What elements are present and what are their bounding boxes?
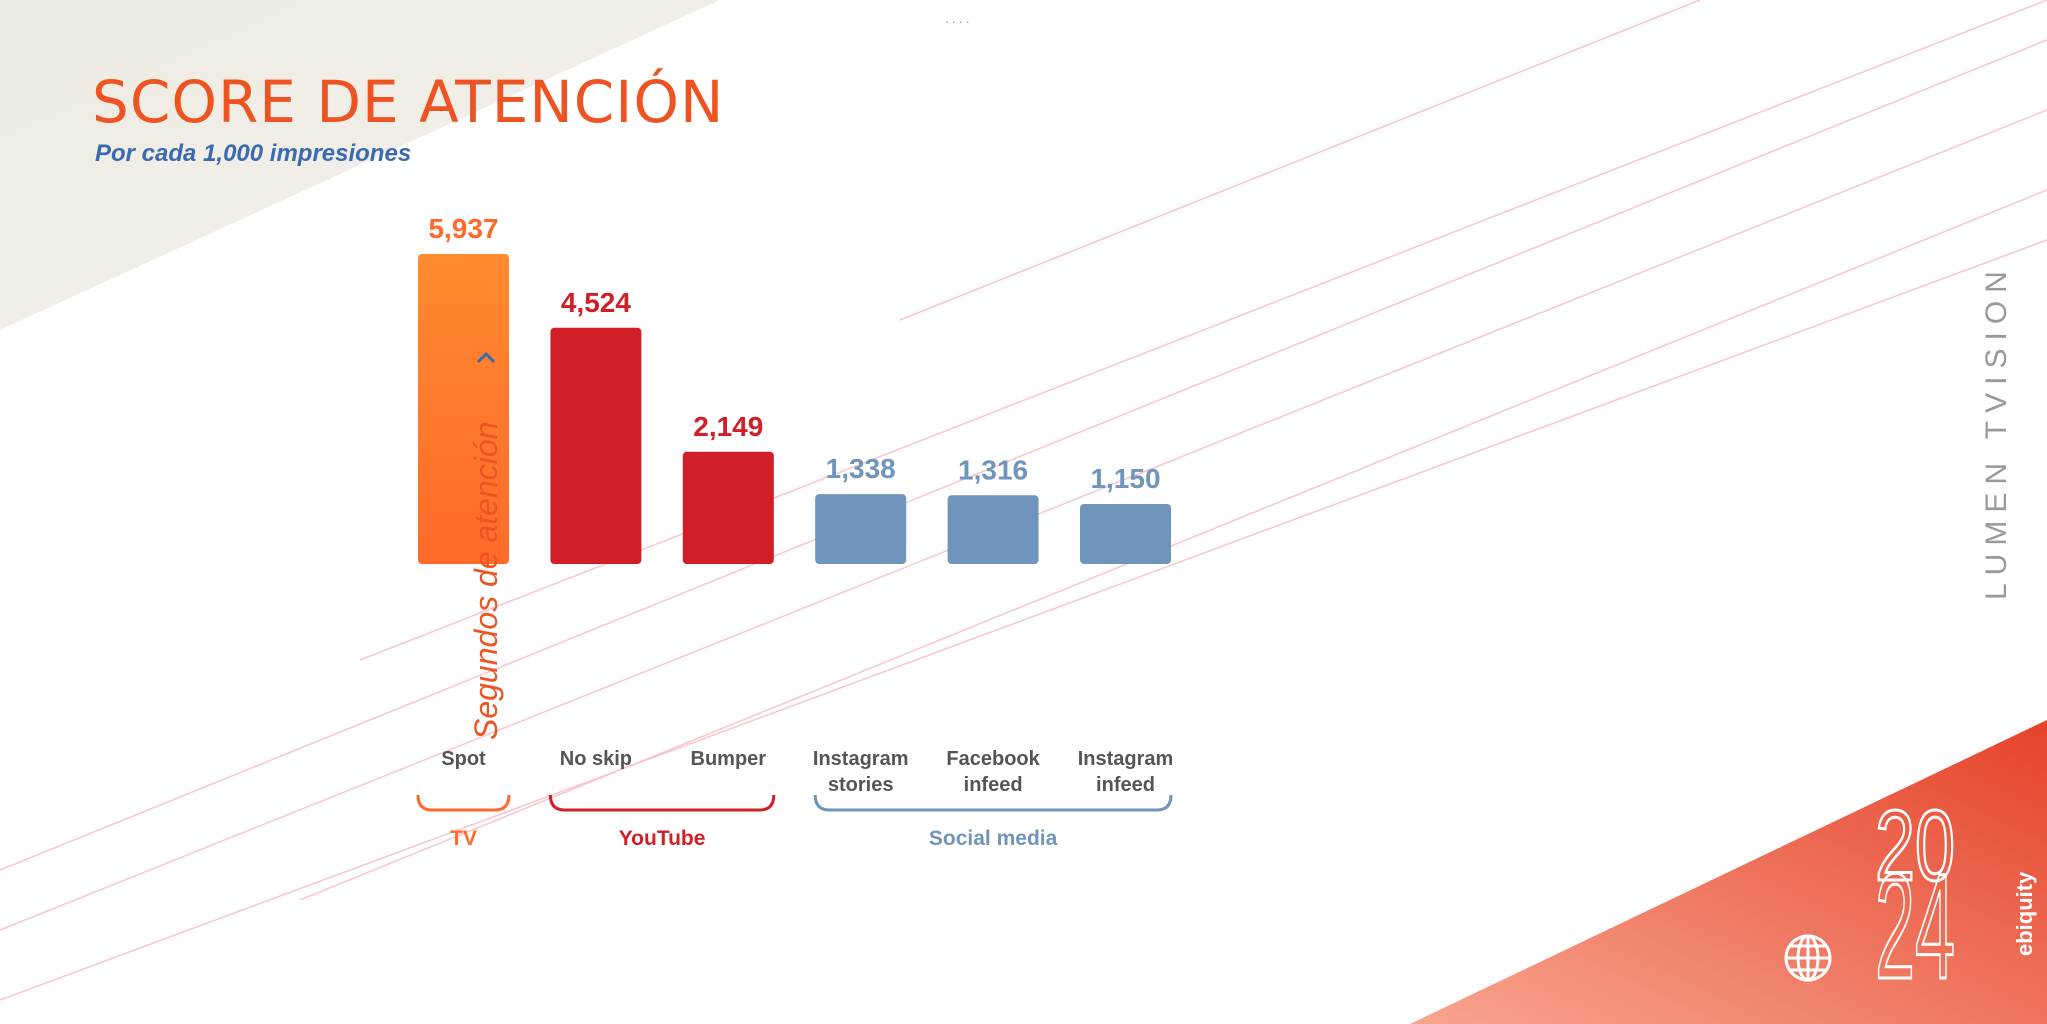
group-label: TV: [450, 827, 477, 850]
group-label: YouTube: [619, 827, 706, 850]
category-label: stories: [828, 774, 894, 796]
data-label: 1,316: [958, 454, 1028, 485]
category-label: Bumper: [691, 748, 767, 770]
drag-handle: ....: [945, 10, 973, 26]
category-label: Facebook: [946, 748, 1040, 770]
lumen-logo: LUMEN TVISION: [1980, 263, 2013, 600]
chevron-up-icon: [476, 351, 496, 364]
svg-text:20: 20: [1875, 790, 1955, 902]
y-axis-label: Segundos de atención: [468, 422, 504, 740]
category-label: Spot: [441, 748, 486, 770]
data-label: 5,937: [428, 213, 498, 244]
category-label: Instagram: [1078, 748, 1174, 770]
ebiquity-logo: ebiquity: [2012, 871, 2037, 956]
data-label: 1,338: [826, 453, 896, 484]
category-label: infeed: [964, 774, 1023, 796]
bar: [1080, 503, 1171, 564]
data-label: 4,524: [561, 287, 631, 318]
data-label: 2,149: [693, 411, 763, 442]
year-logo: 24: [1875, 842, 1955, 1010]
category-label: Instagram: [813, 748, 909, 770]
group-label: Social media: [929, 827, 1058, 850]
bar: [682, 451, 774, 564]
corner-beige: [0, 0, 720, 330]
category-label: infeed: [1096, 774, 1155, 796]
group-brace: [416, 794, 511, 812]
bar: [550, 327, 642, 564]
data-label: 1,150: [1090, 463, 1160, 494]
bar: [815, 494, 907, 564]
page-title: SCORE DE ATENCIÓN: [92, 68, 725, 136]
page-subtitle: Por cada 1,000 impresiones: [95, 140, 412, 167]
bar: [418, 254, 509, 564]
category-label: No skip: [560, 748, 632, 770]
bar: [947, 495, 1039, 564]
corner-red: [1410, 720, 2047, 1024]
group-brace: [813, 794, 1173, 812]
globe-icon: [1784, 934, 1832, 982]
group-brace: [548, 794, 776, 812]
